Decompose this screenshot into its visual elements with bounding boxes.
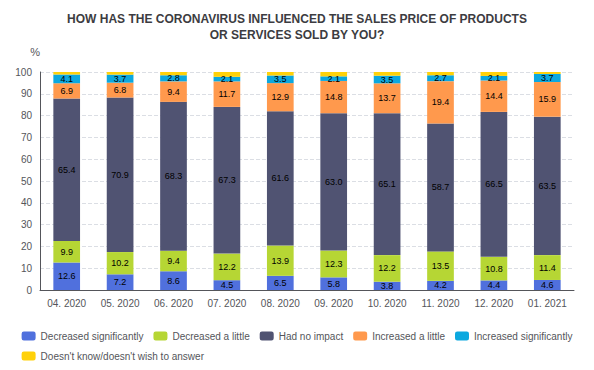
- svg-text:06. 2020: 06. 2020: [154, 298, 193, 309]
- svg-text:OR SERVICES SOLD BY YOU?: OR SERVICES SOLD BY YOU?: [210, 28, 385, 42]
- svg-text:4.1: 4.1: [60, 74, 73, 84]
- svg-text:9.4: 9.4: [167, 256, 180, 266]
- svg-text:07. 2020: 07. 2020: [207, 298, 246, 309]
- svg-text:2.1: 2.1: [221, 74, 234, 84]
- svg-text:13.9: 13.9: [272, 256, 290, 266]
- svg-text:12.3: 12.3: [325, 259, 343, 269]
- svg-text:3.7: 3.7: [541, 73, 554, 83]
- svg-text:12.6: 12.6: [58, 271, 76, 281]
- svg-text:70: 70: [21, 132, 33, 143]
- svg-text:0: 0: [26, 285, 32, 296]
- svg-text:04. 2020: 04. 2020: [47, 298, 86, 309]
- svg-text:3.5: 3.5: [274, 74, 287, 84]
- svg-text:11. 2020: 11. 2020: [421, 298, 460, 309]
- svg-text:20: 20: [21, 241, 33, 252]
- svg-text:11.4: 11.4: [539, 263, 556, 273]
- svg-text:65.1: 65.1: [378, 179, 396, 189]
- svg-text:40: 40: [21, 197, 33, 208]
- svg-text:68.3: 68.3: [165, 171, 183, 181]
- svg-text:7.2: 7.2: [114, 277, 127, 287]
- svg-text:4.2: 4.2: [434, 280, 447, 290]
- svg-text:3.8: 3.8: [381, 281, 394, 291]
- svg-text:10: 10: [21, 263, 33, 274]
- svg-text:13.7: 13.7: [378, 93, 396, 103]
- svg-text:10.8: 10.8: [485, 264, 503, 274]
- svg-text:08. 2020: 08. 2020: [261, 298, 300, 309]
- svg-text:%: %: [30, 46, 40, 58]
- svg-text:19.4: 19.4: [432, 97, 450, 107]
- svg-text:100: 100: [15, 67, 32, 78]
- svg-text:50: 50: [21, 176, 33, 187]
- svg-text:67.3: 67.3: [218, 175, 236, 185]
- svg-text:63.5: 63.5: [539, 181, 557, 191]
- svg-text:Doesn't know/doesn't wish to a: Doesn't know/doesn't wish to answer: [41, 351, 205, 362]
- svg-text:Decreased a little: Decreased a little: [172, 331, 250, 342]
- svg-text:14.4: 14.4: [485, 91, 503, 101]
- svg-text:5.8: 5.8: [327, 279, 340, 289]
- svg-text:12.2: 12.2: [218, 262, 236, 272]
- svg-text:2.1: 2.1: [327, 74, 340, 84]
- svg-text:6.5: 6.5: [274, 278, 287, 288]
- svg-text:12.9: 12.9: [272, 92, 290, 102]
- svg-text:58.7: 58.7: [432, 182, 450, 192]
- svg-text:2.8: 2.8: [167, 73, 180, 83]
- svg-text:10. 2020: 10. 2020: [368, 298, 407, 309]
- svg-text:60: 60: [21, 154, 33, 165]
- svg-text:66.5: 66.5: [485, 179, 503, 189]
- svg-text:9.9: 9.9: [60, 247, 73, 257]
- svg-text:01. 2021: 01. 2021: [528, 298, 567, 309]
- svg-text:63.0: 63.0: [325, 177, 343, 187]
- svg-text:13.5: 13.5: [432, 261, 450, 271]
- svg-text:3.7: 3.7: [114, 74, 127, 84]
- svg-text:05. 2020: 05. 2020: [101, 298, 140, 309]
- svg-text:09. 2020: 09. 2020: [314, 298, 353, 309]
- svg-text:70.9: 70.9: [111, 170, 129, 180]
- svg-text:4.5: 4.5: [221, 280, 234, 290]
- svg-text:8.6: 8.6: [167, 276, 180, 286]
- svg-text:Increased significantly: Increased significantly: [474, 331, 572, 342]
- svg-text:14.8: 14.8: [325, 92, 343, 102]
- svg-text:15.9: 15.9: [539, 94, 557, 104]
- svg-text:HOW HAS THE CORONAVIRUS INFLUE: HOW HAS THE CORONAVIRUS INFLUENCED THE S…: [67, 12, 527, 26]
- svg-text:11.7: 11.7: [218, 89, 235, 99]
- svg-text:6.8: 6.8: [114, 85, 127, 95]
- svg-text:30: 30: [21, 219, 33, 230]
- svg-text:12.2: 12.2: [378, 263, 396, 273]
- svg-text:61.6: 61.6: [272, 173, 290, 183]
- svg-text:65.4: 65.4: [58, 165, 76, 175]
- svg-text:Decreased significantly: Decreased significantly: [41, 331, 144, 342]
- svg-text:3.5: 3.5: [381, 75, 394, 85]
- svg-text:2.1: 2.1: [488, 73, 501, 83]
- svg-text:80: 80: [21, 110, 33, 121]
- svg-text:10.2: 10.2: [111, 258, 129, 268]
- svg-text:4.4: 4.4: [488, 280, 501, 290]
- svg-text:9.4: 9.4: [167, 87, 180, 97]
- svg-text:90: 90: [21, 88, 33, 99]
- svg-text:4.6: 4.6: [541, 280, 554, 290]
- svg-text:12. 2020: 12. 2020: [474, 298, 513, 309]
- svg-text:Had no impact: Had no impact: [279, 331, 344, 342]
- svg-text:6.9: 6.9: [60, 86, 73, 96]
- svg-text:2.7: 2.7: [434, 73, 447, 83]
- svg-text:Increased a little: Increased a little: [372, 331, 445, 342]
